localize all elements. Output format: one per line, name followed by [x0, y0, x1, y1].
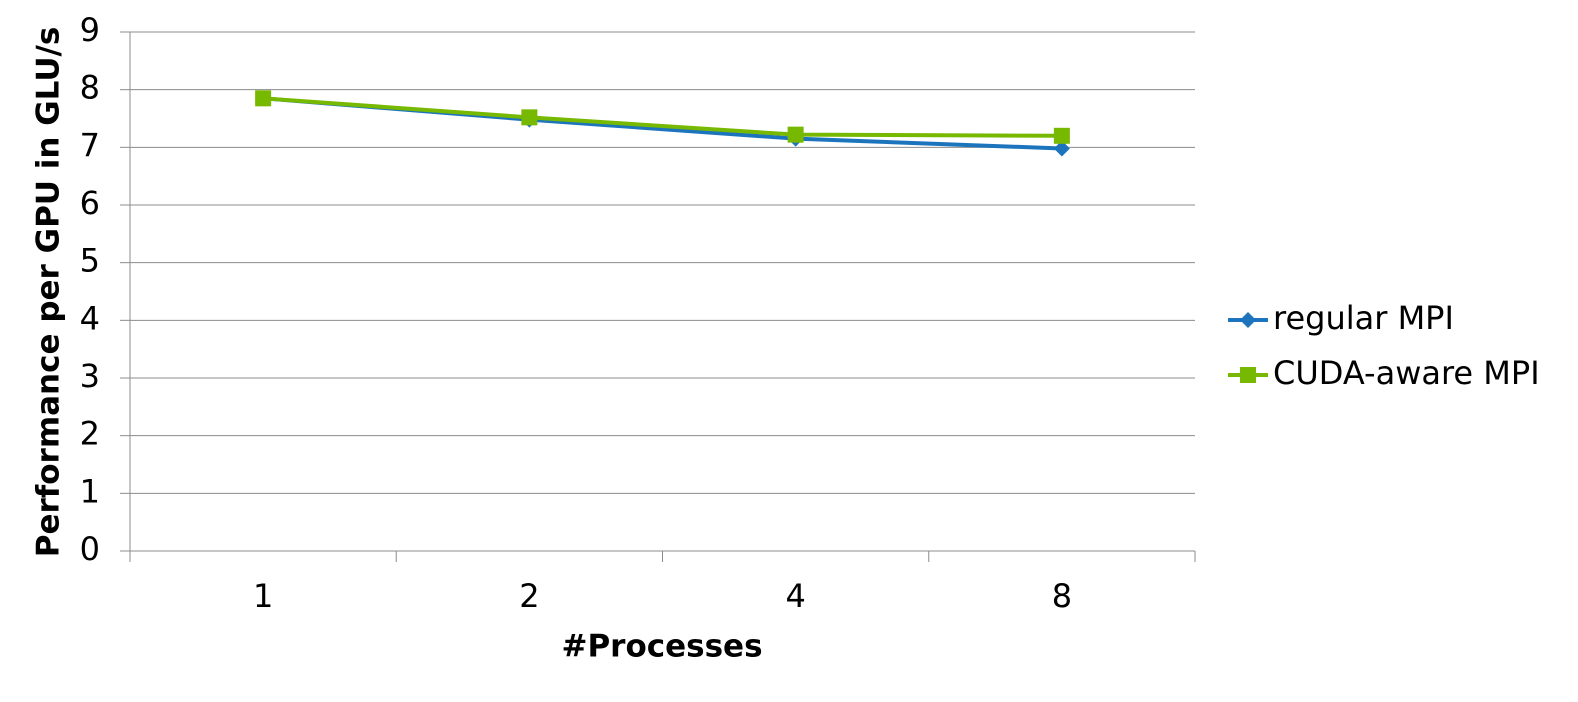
legend-marker — [1240, 312, 1256, 328]
y-tick-label: 7 — [80, 126, 100, 164]
y-tick-label: 2 — [80, 415, 100, 453]
y-tick-label: 9 — [80, 11, 100, 49]
y-tick-label: 6 — [80, 184, 100, 222]
y-tick-label: 5 — [80, 242, 100, 280]
data-point — [1053, 140, 1070, 157]
x-tick-label: 1 — [253, 577, 273, 615]
y-tick-label: 4 — [80, 299, 100, 337]
data-point — [255, 90, 272, 107]
data-point — [521, 109, 538, 126]
data-point — [1053, 127, 1070, 144]
legend-label: regular MPI — [1273, 299, 1454, 337]
y-tick-label: 1 — [80, 472, 100, 510]
legend-label: CUDA-aware MPI — [1273, 354, 1540, 392]
y-tick-label: 3 — [80, 357, 100, 395]
y-tick-label: 8 — [80, 69, 100, 107]
x-tick-label: 2 — [519, 577, 539, 615]
y-axis-title: Performance per GPU in GLU/s — [31, 27, 67, 558]
x-tick-label: 4 — [785, 577, 805, 615]
x-axis-title: #Processes — [561, 629, 762, 665]
series-line — [262, 96, 1062, 138]
legend-marker — [1240, 367, 1256, 383]
x-tick-label: 8 — [1052, 577, 1072, 615]
data-point — [787, 126, 804, 143]
y-tick-label: 0 — [80, 530, 100, 568]
